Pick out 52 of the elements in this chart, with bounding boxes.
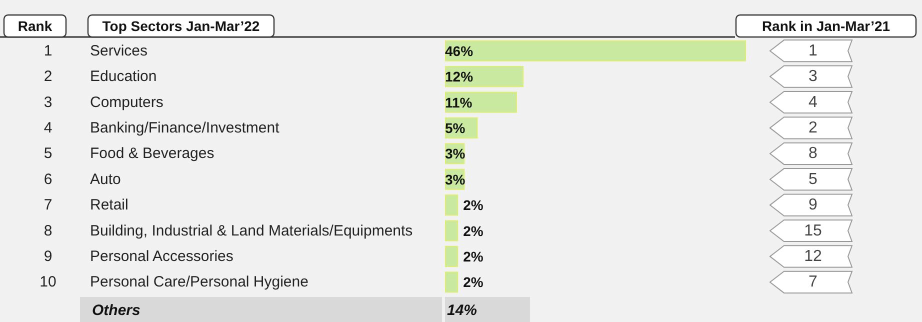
data-label: 12% <box>445 68 474 85</box>
text: 7 <box>44 196 52 214</box>
data-label: 2% <box>463 274 484 290</box>
y-tick-label: Services <box>90 42 148 60</box>
bar <box>445 92 517 113</box>
text: Top Sectors Jan-Mar’22 <box>102 18 260 34</box>
text: 6 <box>44 170 52 188</box>
text: 15 <box>804 222 822 240</box>
y-tick-label: Education <box>90 68 157 86</box>
data-label: 2% <box>463 197 484 214</box>
text: Rank in Jan-Mar’21 <box>762 18 890 34</box>
text: 4 <box>808 94 818 111</box>
y-tick-label: Personal Accessories <box>90 248 234 265</box>
text: 12 <box>804 248 822 265</box>
text: 10 <box>40 274 56 291</box>
text: 2 <box>808 119 818 136</box>
bar <box>445 272 458 293</box>
bar <box>445 194 458 216</box>
text: 1 <box>808 42 818 60</box>
bar <box>445 66 524 88</box>
text: 3 <box>808 68 818 86</box>
text: Others <box>92 302 140 319</box>
bar <box>445 220 458 242</box>
data-label: 3% <box>445 171 466 188</box>
data-label: 3% <box>445 146 466 162</box>
y-tick-label: Banking/Finance/Investment <box>90 119 280 136</box>
bar <box>445 246 458 267</box>
text: 3 <box>44 94 52 111</box>
data-label: 46% <box>445 42 474 59</box>
y-tick-label: Computers <box>90 94 164 111</box>
text: 14% <box>447 302 478 319</box>
data-label: 11% <box>445 94 473 110</box>
data-label: 2% <box>463 222 484 239</box>
text: 9 <box>808 196 818 214</box>
y-tick-label: Food & Beverages <box>90 145 214 162</box>
text: 4 <box>44 119 52 136</box>
data-label: 2% <box>463 248 484 264</box>
y-tick-label: Auto <box>90 170 121 188</box>
text: 2 <box>44 68 52 86</box>
text: 1 <box>44 42 52 60</box>
y-tick-label: Personal Care/Personal Hygiene <box>90 274 308 291</box>
text: Rank <box>18 18 52 34</box>
y-tick-label: Building, Industrial & Land Materials/Equipments <box>90 222 413 240</box>
y-tick-label: Retail <box>90 196 128 214</box>
data-label: 5% <box>445 120 466 136</box>
text: 5 <box>44 145 52 162</box>
text: 9 <box>44 248 52 265</box>
text: 8 <box>44 222 52 240</box>
text: 5 <box>808 170 818 188</box>
text: 8 <box>808 145 818 162</box>
text: 7 <box>808 274 818 291</box>
bar <box>445 40 746 62</box>
